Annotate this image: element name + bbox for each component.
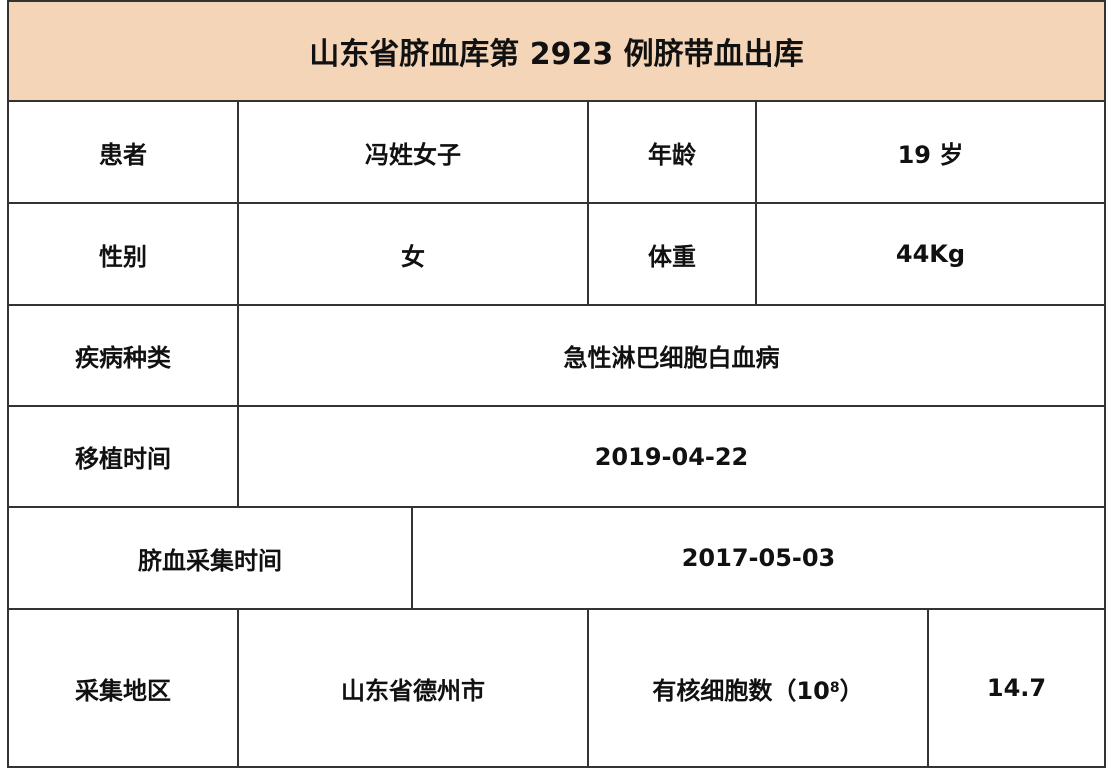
cells-label-end: ） xyxy=(839,676,864,705)
cells-label-text: 有核细胞数（10 xyxy=(652,676,830,705)
collection-value: 2017-05-03 xyxy=(411,506,1106,610)
age-value: 19 岁 xyxy=(755,100,1106,204)
weight-label: 体重 xyxy=(587,202,757,306)
age-label: 年龄 xyxy=(587,100,757,204)
region-label: 采集地区 xyxy=(7,608,239,768)
sex-value: 女 xyxy=(237,202,589,306)
patient-label: 患者 xyxy=(7,100,239,204)
cells-value: 14.7 xyxy=(927,608,1106,768)
weight-value: 44Kg xyxy=(755,202,1106,306)
transplant-value: 2019-04-22 xyxy=(237,405,1106,508)
cells-exponent: 8 xyxy=(829,680,840,696)
disease-value: 急性淋巴细胞白血病 xyxy=(237,304,1106,407)
patient-value: 冯姓女子 xyxy=(237,100,589,204)
cells-label: 有核细胞数（10 8） xyxy=(587,608,929,768)
disease-label: 疾病种类 xyxy=(7,304,239,407)
collection-label: 脐血采集时间 xyxy=(7,506,413,610)
region-value: 山东省德州市 xyxy=(237,608,589,768)
table-title: 山东省脐血库第 2923 例脐带血出库 xyxy=(7,0,1106,102)
sex-label: 性别 xyxy=(7,202,239,306)
transplant-label: 移植时间 xyxy=(7,405,239,508)
